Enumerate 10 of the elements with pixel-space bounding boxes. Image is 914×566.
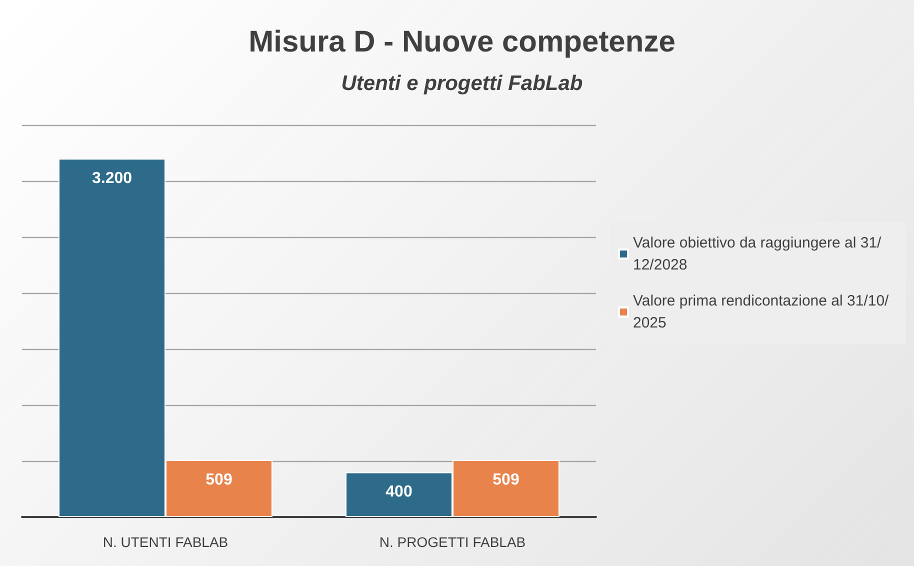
x-tick-label: N. PROGETTI FABLAB	[379, 534, 526, 550]
x-tick-label: N. UTENTI FABLAB	[102, 534, 228, 550]
data-label: 3.200	[92, 170, 132, 188]
chart-subtitle: Utenti e progetti FabLab	[341, 72, 583, 95]
data-label: 400	[386, 484, 412, 501]
legend-label: Valore obiettivo da raggiungere al 31/12/2028	[633, 234, 882, 274]
data-label: 509	[206, 471, 232, 488]
legend-label: Valore prima rendicontazione al 31/10/2025	[633, 292, 890, 332]
chart-title: Misura D - Nuove competenze	[248, 26, 676, 58]
data-label: 509	[492, 471, 520, 488]
